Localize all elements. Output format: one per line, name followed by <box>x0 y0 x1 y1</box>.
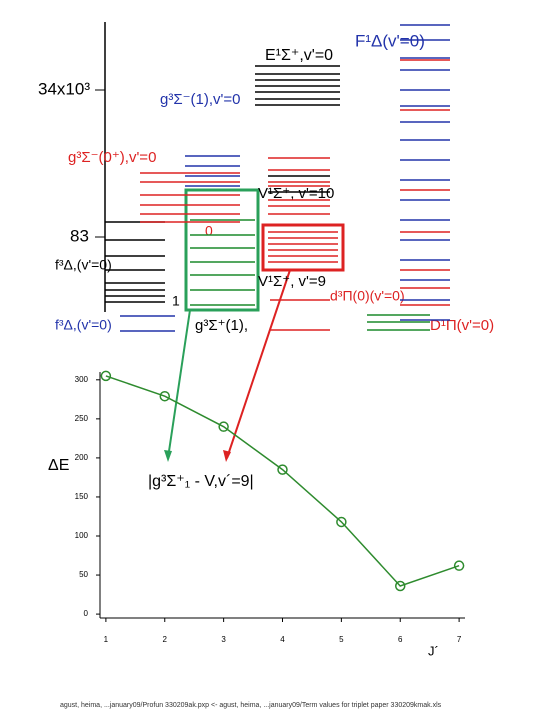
data-point <box>218 421 229 432</box>
footer: agust, heima, ...january09/Profun 330209… <box>60 702 442 709</box>
data-point <box>100 370 112 382</box>
x-tick-label: 1 <box>104 635 109 644</box>
data-point <box>394 580 406 592</box>
state-label: V¹Σ⁺, v'=10 <box>258 185 334 202</box>
data-point <box>453 560 465 571</box>
state-label: g³Σ⁻(0⁺),v'=0 <box>68 149 156 166</box>
arrow-head <box>223 450 231 462</box>
level-label: 0 <box>205 223 213 239</box>
annotation: |g³Σ⁺₁ - V,v´=9| <box>148 473 254 490</box>
y-tick-label: 0 <box>84 609 89 618</box>
data-point <box>277 464 288 475</box>
y-tick-label: 150 <box>75 492 89 501</box>
arrow-head <box>164 450 172 462</box>
state-label: g³Σ⁺(1), <box>195 317 248 334</box>
y-tick-label: 100 <box>75 531 89 540</box>
state-label: D¹Π(v'=0) <box>430 317 494 334</box>
data-point <box>336 516 347 528</box>
red-box <box>261 223 345 272</box>
x-axis-label: J´ <box>428 643 439 658</box>
green-arrow <box>167 309 191 459</box>
y-axis-label: ΔE <box>48 457 69 474</box>
state-label: g³Σ⁻(1),v'=0 <box>160 91 241 108</box>
state-label: F¹Δ(v'=0) <box>355 31 425 50</box>
level-label: 1 <box>172 293 180 309</box>
state-label: V¹Σ⁺, v'=9 <box>258 273 326 290</box>
state-label: f³Δ,(v'=0) <box>55 317 112 333</box>
axis-label: 83 <box>70 226 89 245</box>
axis-label: 34x10³ <box>38 79 90 98</box>
green-box <box>184 188 260 312</box>
red-arrow <box>226 269 291 459</box>
data-line <box>105 375 460 587</box>
state-label: d³Π(0)(v'=0) <box>330 288 405 304</box>
x-tick-label: 7 <box>457 635 462 644</box>
y-tick-label: 50 <box>79 570 88 579</box>
x-tick-label: 2 <box>163 635 168 644</box>
y-tick-label: 300 <box>75 375 89 384</box>
state-label: E¹Σ⁺,v'=0 <box>265 47 333 64</box>
x-tick-label: 4 <box>280 635 285 644</box>
data-point <box>159 390 171 402</box>
y-tick-label: 200 <box>75 453 89 462</box>
state-label: f³Δ,(v'=0) <box>55 257 112 273</box>
x-tick-label: 6 <box>398 635 403 644</box>
x-tick-label: 5 <box>339 635 344 644</box>
x-tick-label: 3 <box>221 635 226 644</box>
y-tick-label: 250 <box>75 414 89 423</box>
